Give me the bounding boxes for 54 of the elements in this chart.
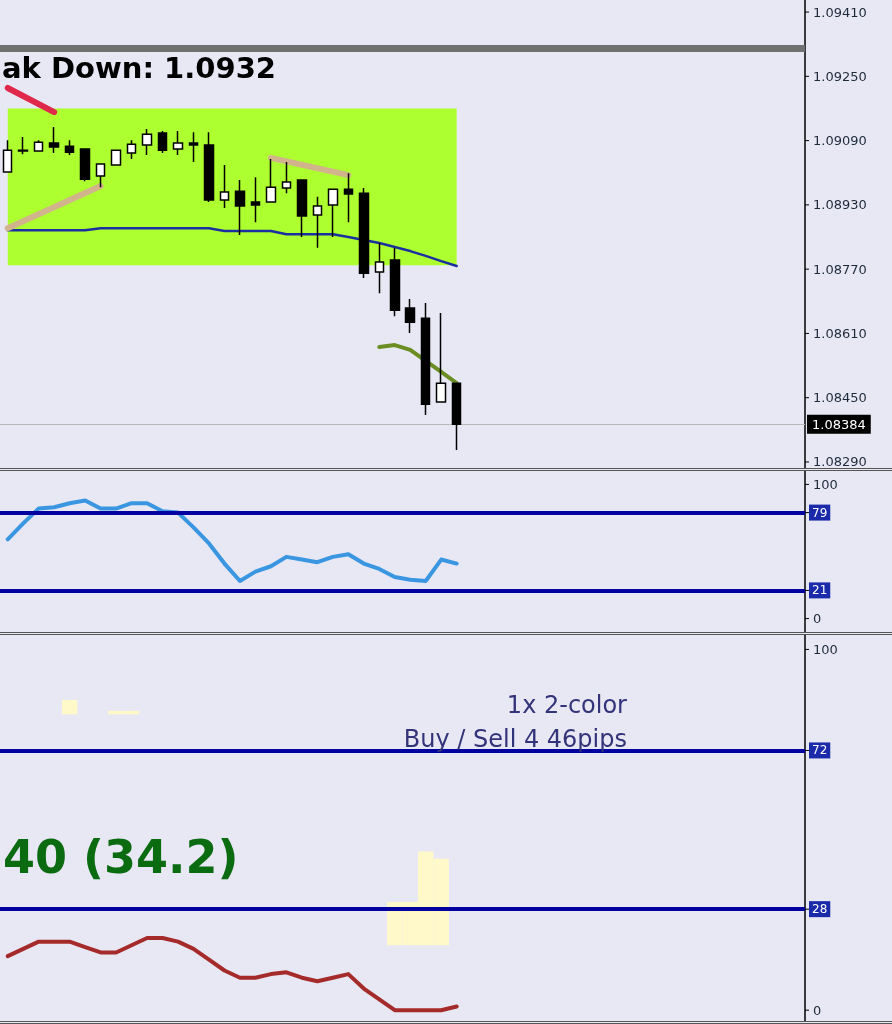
annotation: Buy / Sell 4 46pips xyxy=(403,725,627,753)
candlestick xyxy=(172,130,184,156)
y-tick-label: 28 xyxy=(812,902,828,917)
candlestick xyxy=(126,139,137,160)
y-tick-label: 1.08290 xyxy=(813,454,867,470)
candlestick xyxy=(250,176,261,223)
y-tick-label: 1.08450 xyxy=(813,390,867,406)
candlestick xyxy=(141,128,153,156)
y-tick-label: 1.09250 xyxy=(813,68,867,84)
candlestick xyxy=(219,164,230,209)
candlestick xyxy=(327,188,339,238)
y-tick-label: 72 xyxy=(812,743,828,758)
candlestick xyxy=(265,158,277,203)
candlestick xyxy=(17,136,29,156)
candlestick xyxy=(389,247,401,317)
candlestick xyxy=(343,172,354,223)
y-tick-label: 0 xyxy=(813,611,822,627)
annotation: 40 (34.2) xyxy=(3,830,239,884)
candlestick xyxy=(157,130,168,154)
y-tick-label: 79 xyxy=(812,505,828,520)
ref-line-label: 1.08384 xyxy=(812,416,866,432)
candlestick xyxy=(234,179,246,236)
candlestick xyxy=(435,312,447,403)
bar xyxy=(61,699,78,715)
ref-line-label: ak Down: 1.0932 xyxy=(2,50,276,85)
candlestick xyxy=(296,179,308,238)
candlestick xyxy=(110,149,122,166)
candlestick xyxy=(2,139,13,173)
candlestick xyxy=(420,302,431,416)
line-series xyxy=(5,936,459,1013)
candlestick xyxy=(64,139,75,156)
candlestick xyxy=(203,131,215,203)
candlestick xyxy=(404,298,416,334)
y-tick-label: 1.08930 xyxy=(813,197,867,213)
y-tick-label: 0 xyxy=(813,1002,822,1018)
y-tick-label: 100 xyxy=(813,476,838,492)
annotation: 1x 2-color xyxy=(506,691,628,719)
y-tick-label: 21 xyxy=(812,583,828,598)
y-tick-label: 100 xyxy=(813,641,838,657)
candlestick xyxy=(33,139,44,152)
candlestick xyxy=(451,382,462,451)
candlestick xyxy=(374,242,385,294)
y-tick-label: 1.08770 xyxy=(813,261,867,277)
candlestick xyxy=(281,161,292,194)
candlestick xyxy=(79,147,91,182)
candlestick xyxy=(95,163,106,188)
y-tick-label: 1.08610 xyxy=(813,325,867,341)
candlestick xyxy=(358,187,370,279)
candlestick xyxy=(48,126,60,154)
y-tick-label: 1.09090 xyxy=(813,133,867,149)
y-tick-label: 1.09410 xyxy=(813,4,867,20)
line-series xyxy=(5,498,459,584)
candlestick xyxy=(188,131,199,163)
candlestick xyxy=(312,196,323,249)
